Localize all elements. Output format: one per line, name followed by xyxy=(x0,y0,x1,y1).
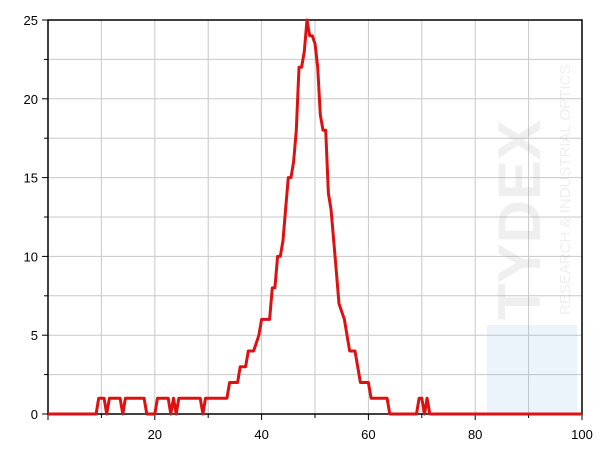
y-tick-label: 20 xyxy=(24,92,38,107)
watermark: TYDEX RESEARCH & INDUSTRIAL OPTICS xyxy=(486,65,577,414)
x-tick-label: 60 xyxy=(361,427,375,442)
series-line xyxy=(48,18,582,416)
x-tick-label: 40 xyxy=(254,427,268,442)
axes: 20 40 60 80 100 0 5 10 15 20 25 xyxy=(24,13,593,442)
watermark-logo xyxy=(487,325,577,414)
grid xyxy=(48,20,582,414)
y-tick-label: 15 xyxy=(24,171,38,186)
watermark-tagline: RESEARCH & INDUSTRIAL OPTICS xyxy=(557,65,574,315)
y-tick-label: 10 xyxy=(24,249,38,264)
y-tick-label: 0 xyxy=(31,407,38,422)
x-tick-label: 100 xyxy=(571,427,593,442)
x-tick-label: 20 xyxy=(148,427,162,442)
watermark-brand: TYDEX xyxy=(486,120,553,320)
y-tick-label: 25 xyxy=(24,13,38,28)
x-tick-label: 80 xyxy=(468,427,482,442)
y-tick-label: 5 xyxy=(31,328,38,343)
